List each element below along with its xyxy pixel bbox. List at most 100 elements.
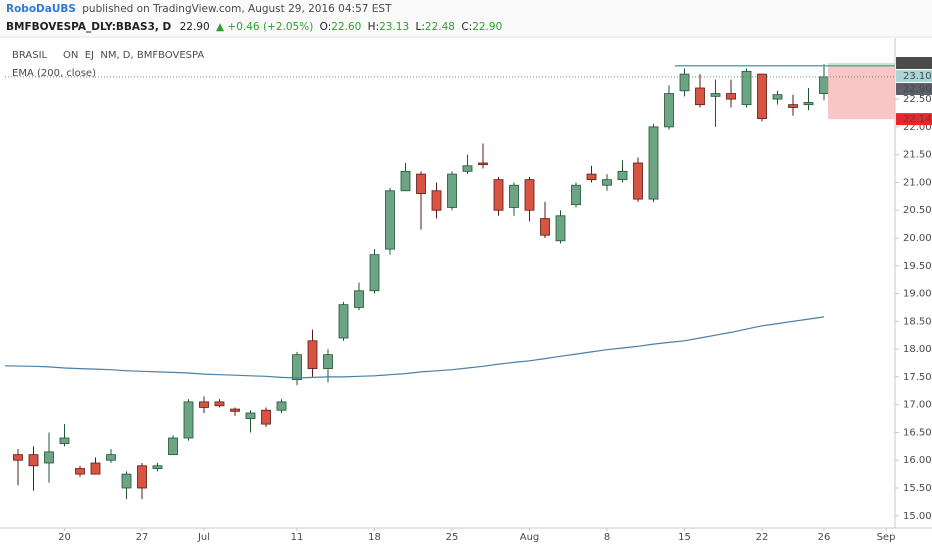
x-tick-label: Jul [197, 532, 210, 543]
y-tick-label: 22.00 [903, 122, 932, 133]
candle-body [323, 354, 333, 369]
candle-body [571, 184, 581, 206]
close: 22.90 [472, 21, 502, 33]
y-tick-label: 19.50 [903, 261, 932, 272]
y-tick-label: 21.50 [903, 150, 932, 161]
header-bar [0, 0, 932, 36]
price-label: 22.90 [903, 84, 932, 95]
x-tick-label: 20 [58, 532, 71, 543]
candle-body [416, 173, 426, 194]
y-tick-label: 17.50 [903, 372, 932, 383]
x-tick-label: 22 [756, 532, 769, 543]
candle-body [354, 290, 364, 308]
candle-body [338, 304, 349, 339]
x-tick-label: 25 [446, 532, 459, 543]
price-label: 22.14 [903, 114, 932, 125]
author[interactable]: RoboDaUBS [6, 3, 76, 15]
symbol-line: BMFBOVESPA_DLY:BBAS3, D 22.90 ▲ +0.46 (+… [6, 21, 502, 33]
candle-body [788, 104, 798, 108]
candle-body [245, 412, 256, 419]
ema-line [4, 316, 825, 379]
high-key: H: [368, 21, 379, 33]
candle-body [400, 170, 411, 192]
candle-body [726, 93, 736, 100]
x-tick-label: 18 [368, 532, 381, 543]
x-tick-label: Sep [877, 532, 896, 543]
candle-body [757, 73, 767, 119]
candle-body [152, 465, 163, 469]
change: ▲ +0.46 (+2.05%) [216, 21, 313, 33]
y-tick-label: 18.50 [903, 316, 932, 327]
last-price: 22.90 [180, 21, 210, 33]
candle-body [695, 87, 705, 106]
candle-body [493, 179, 504, 211]
candle-body [199, 401, 209, 408]
x-tick-label: 11 [291, 532, 304, 543]
price-label-bg [896, 57, 932, 69]
candle-body [214, 401, 225, 407]
candle-body [447, 173, 457, 208]
candle-body [369, 254, 380, 292]
candle-body [90, 462, 101, 475]
candle-body [121, 473, 132, 489]
candle-body [385, 190, 395, 250]
price-label-bg [896, 113, 932, 126]
candle-body [230, 408, 240, 412]
published: published on TradingView.com, August 29,… [82, 3, 392, 15]
candle-body [462, 165, 473, 172]
open-key: O: [320, 21, 332, 33]
candle-body [307, 340, 318, 369]
candle-body [710, 93, 721, 97]
candle-body [617, 170, 628, 181]
candle-body [524, 179, 535, 211]
candle-body [168, 437, 178, 456]
low: 22.48 [425, 21, 455, 33]
candle-body [555, 215, 566, 242]
x-tick-label: 15 [678, 532, 691, 543]
y-tick-label: 16.50 [903, 427, 932, 438]
x-tick-label: Aug [520, 532, 540, 543]
y-tick-label: 18.00 [903, 344, 932, 355]
y-tick-label: 21.00 [903, 177, 932, 188]
price-label-bg [896, 83, 932, 95]
candle-body [13, 454, 23, 461]
close-key: C: [461, 21, 472, 33]
candle-body [261, 409, 271, 425]
price-label: 23.10 [903, 71, 932, 82]
y-tick-label: 17.00 [903, 400, 932, 411]
candle-body [648, 126, 659, 200]
profit-zone [828, 63, 895, 66]
chart-title: BRASIL ON EJ NM, D, BMFBOVESPA [12, 50, 204, 61]
candle-body [137, 465, 147, 489]
candle-body [664, 93, 674, 128]
candle-body [292, 354, 302, 381]
open: 22.60 [331, 21, 361, 33]
candle-body [803, 102, 814, 106]
y-tick-label: 22.50 [903, 94, 932, 105]
y-tick-label: 15.50 [903, 483, 932, 494]
y-tick-label: 20.00 [903, 233, 932, 244]
candle-body [276, 401, 287, 411]
loss-zone [828, 65, 895, 120]
high: 23.13 [379, 21, 409, 33]
price-label: 23.15 [903, 58, 932, 69]
symbol: BMFBOVESPA_DLY:BBAS3, D [6, 21, 172, 33]
price-label-bg [896, 70, 932, 82]
low-key: L: [416, 21, 425, 33]
candle-body [741, 70, 752, 106]
candle-body [28, 454, 39, 467]
candle-body [819, 76, 829, 94]
y-tick-label: 19.00 [903, 289, 932, 300]
candle-body [602, 179, 612, 186]
candle-body [509, 184, 519, 208]
candle-body [478, 162, 488, 166]
candle-body [633, 162, 643, 200]
candle-body [540, 218, 550, 236]
y-tick-label: 20.50 [903, 205, 932, 216]
candle-body [106, 454, 116, 461]
y-tick-label: 15.00 [903, 511, 932, 522]
candle-body [44, 451, 54, 464]
y-tick-label: 16.00 [903, 455, 932, 466]
candle-body [59, 437, 70, 444]
